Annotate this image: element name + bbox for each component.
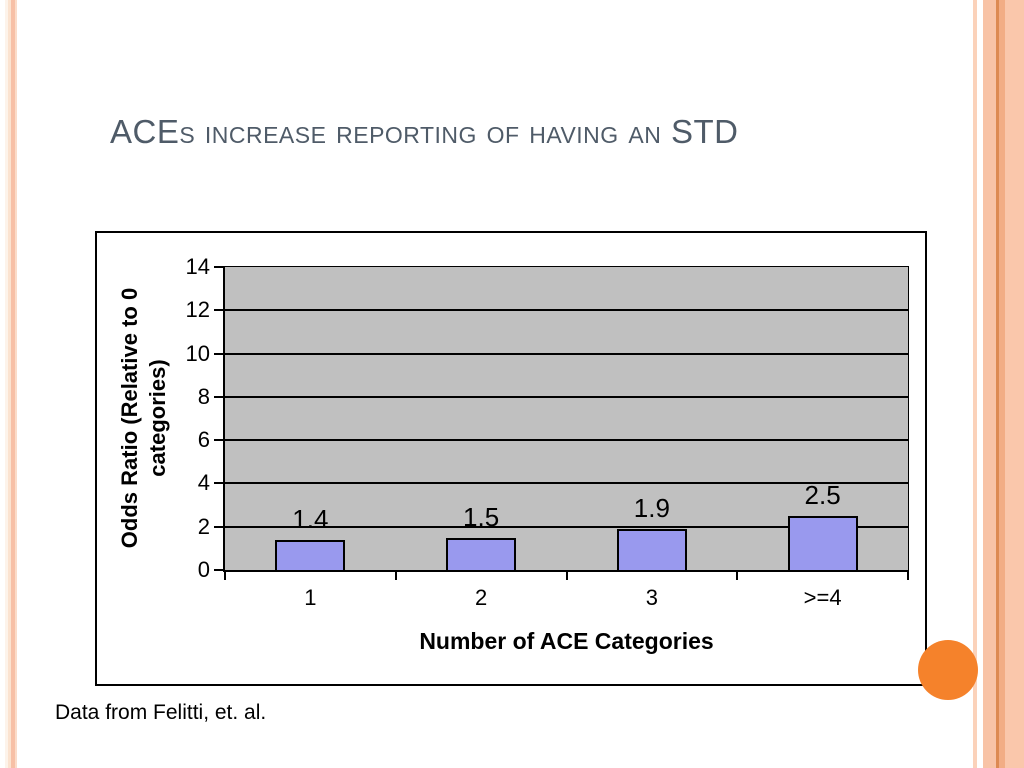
- x-tick-mark: [565, 572, 568, 580]
- slide-title: ACEs increase reporting of having an STD: [110, 113, 739, 150]
- x-tick-mark: [224, 572, 226, 580]
- left-accent-stripe: [11, 0, 15, 768]
- accent-circle: [918, 640, 978, 700]
- gridline: [225, 439, 908, 442]
- gridline: [225, 525, 908, 528]
- y-tick-label: 10: [185, 340, 210, 366]
- bar-value-label: 1.9: [633, 492, 670, 523]
- y-tick-mark: [214, 482, 225, 485]
- gridline: [225, 395, 908, 398]
- y-tick-label: 2: [197, 513, 210, 539]
- bar: [446, 537, 517, 570]
- y-tick-label: 6: [197, 427, 210, 453]
- bar-value-label: 1.4: [292, 503, 329, 534]
- x-tick-label: 2: [475, 585, 488, 610]
- x-axis-title: Number of ACE Categories: [419, 628, 714, 654]
- y-axis-title-line2: categories): [145, 359, 170, 477]
- x-tick-label: 3: [645, 585, 658, 610]
- y-tick-mark: [214, 309, 225, 312]
- x-tick-mark: [907, 572, 909, 580]
- y-tick-mark: [214, 266, 225, 268]
- y-tick-mark: [214, 395, 225, 398]
- bar: [275, 539, 346, 570]
- y-axis-title-line1: Odds Ratio (Relative to 0: [117, 287, 142, 549]
- x-tick-mark: [394, 572, 397, 580]
- bar: [787, 515, 858, 570]
- y-tick-mark: [214, 439, 225, 442]
- right-accent-stripe: [983, 0, 996, 768]
- right-accent-stripe: [1005, 0, 1024, 768]
- x-tick-mark: [736, 572, 739, 580]
- right-accent-stripe: [999, 0, 1005, 768]
- y-tick-label: 14: [185, 254, 210, 279]
- left-accent-stripe: [5, 0, 8, 768]
- y-tick-label: 8: [197, 383, 210, 409]
- y-tick-mark: [214, 525, 225, 528]
- gridline: [225, 352, 908, 355]
- x-tick-label: 1: [304, 585, 317, 610]
- footnote: Data from Felitti, et. al.: [55, 701, 267, 724]
- y-tick-label: 4: [197, 470, 210, 496]
- y-tick-mark: [214, 569, 225, 571]
- bar-chart: Odds Ratio (Relative to 0 categories) Nu…: [95, 231, 927, 686]
- y-tick-label: 12: [185, 297, 210, 323]
- left-accent-stripe: [15, 0, 17, 768]
- right-accent-stripe: [973, 0, 977, 768]
- x-tick-label: >=4: [803, 585, 842, 610]
- bar-value-label: 1.5: [463, 501, 500, 532]
- bar: [616, 528, 687, 570]
- y-tick-label: 0: [197, 557, 210, 582]
- gridline: [225, 309, 908, 312]
- bar-value-label: 2.5: [804, 479, 841, 510]
- gridline: [225, 482, 908, 485]
- y-tick-mark: [214, 352, 225, 355]
- left-accent-stripe: [8, 0, 11, 768]
- right-accent-stripe: [996, 0, 999, 768]
